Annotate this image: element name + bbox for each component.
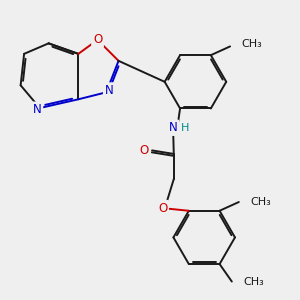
Text: CH₃: CH₃	[241, 39, 262, 49]
Text: H: H	[181, 123, 189, 133]
Text: O: O	[93, 33, 102, 46]
Text: N: N	[169, 121, 178, 134]
Text: N: N	[105, 84, 113, 97]
Text: CH₃: CH₃	[250, 197, 271, 207]
Text: N: N	[33, 103, 41, 116]
Text: O: O	[158, 202, 167, 214]
Text: CH₃: CH₃	[243, 277, 264, 286]
Text: O: O	[140, 144, 149, 157]
